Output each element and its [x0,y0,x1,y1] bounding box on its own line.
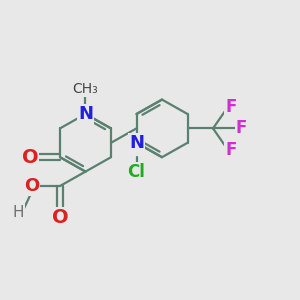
Text: O: O [24,177,39,195]
Text: O: O [52,208,68,227]
Text: F: F [225,98,237,116]
Text: Cl: Cl [128,163,146,181]
Text: H: H [12,205,24,220]
Text: O: O [22,148,38,167]
Text: N: N [78,105,93,123]
Text: F: F [225,141,237,159]
Text: F: F [236,119,247,137]
Text: N: N [129,134,144,152]
Text: CH₃: CH₃ [73,82,98,96]
